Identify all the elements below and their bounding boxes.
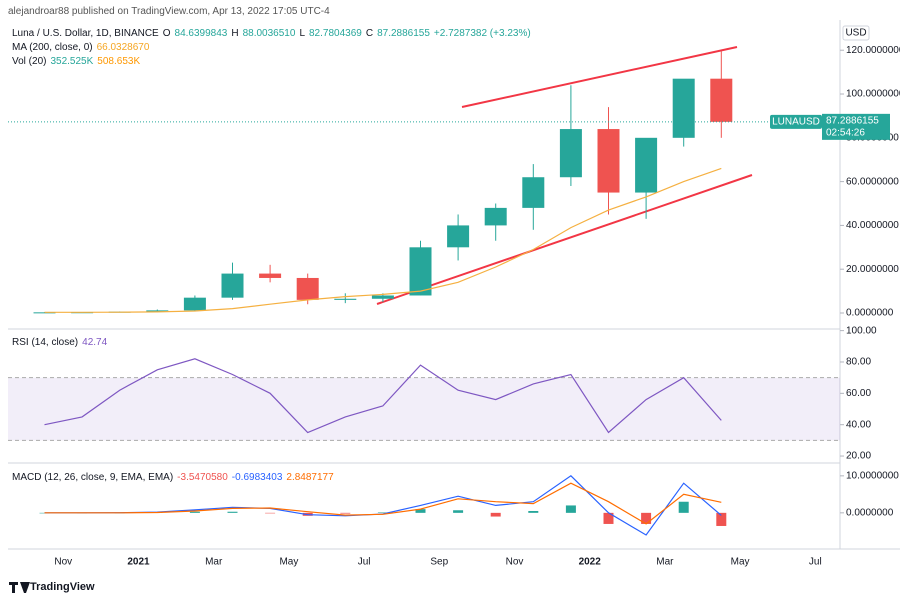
histogram-bar bbox=[528, 510, 539, 513]
histogram-bar bbox=[377, 512, 388, 513]
candle-body bbox=[371, 295, 394, 299]
symbol-label: LUNAUSD bbox=[772, 116, 820, 127]
candle-body bbox=[522, 177, 545, 208]
candle-body bbox=[597, 129, 620, 193]
candle-body bbox=[334, 298, 357, 300]
signal-value: 2.8487177 bbox=[286, 472, 334, 483]
vol-value: 352.525K bbox=[50, 56, 94, 67]
ma-value: 66.0328670 bbox=[96, 42, 150, 53]
value: 84.6399843 bbox=[174, 28, 228, 39]
ma-line bbox=[44, 167, 722, 313]
x-tick-label: Mar bbox=[205, 557, 223, 568]
histogram-bar bbox=[453, 510, 464, 513]
signal-line bbox=[44, 482, 722, 525]
legend-symbol-row: Luna / U.S. Dollar, 1D, BINANCE O 84.6399… bbox=[12, 28, 531, 39]
histogram-bar bbox=[565, 505, 576, 513]
candle-body bbox=[447, 225, 470, 248]
value: 88.0036510 bbox=[242, 28, 296, 39]
price-tag bbox=[822, 113, 890, 140]
x-tick-label: May bbox=[279, 557, 298, 568]
x-tick-label: 2021 bbox=[127, 557, 150, 568]
value: 82.7804369 bbox=[309, 28, 362, 39]
x-tick-label: Jul bbox=[358, 557, 371, 568]
histogram-value: -3.5470580 bbox=[177, 472, 228, 483]
symbol: Luna / U.S. Dollar, 1D, BINANCE bbox=[12, 28, 159, 39]
x-tick-label: Sep bbox=[430, 557, 448, 568]
value: 87.2886155 bbox=[377, 28, 430, 39]
x-tick-label: 2022 bbox=[579, 557, 602, 568]
candle-body bbox=[672, 78, 695, 138]
legend-rsi-row: RSI (14, close) 42.74 bbox=[12, 337, 107, 348]
y-tick-label: 60.0000000 bbox=[846, 176, 899, 187]
legend-ma-row: MA (200, close, 0) 66.0328670 bbox=[12, 42, 149, 53]
candle-body bbox=[409, 247, 432, 296]
vol-ma: 508.653K bbox=[97, 56, 141, 67]
histogram-bar bbox=[340, 512, 351, 514]
candle-body bbox=[296, 277, 319, 300]
y-tick-label: 100.00 bbox=[846, 325, 877, 336]
y-tick-label: 10.0000000 bbox=[846, 470, 899, 481]
histogram-bar bbox=[641, 512, 652, 524]
x-tick-label: Nov bbox=[54, 557, 72, 568]
histogram-bar bbox=[678, 501, 689, 513]
y-tick-label: 40.00 bbox=[846, 419, 871, 430]
y-tick-label: 120.0000000 bbox=[846, 45, 900, 56]
rsi-line bbox=[44, 358, 722, 434]
macd-title: MACD (12, 26, close, 9, EMA, EMA) bbox=[12, 472, 174, 483]
candle-body bbox=[559, 129, 582, 178]
trend-line bbox=[461, 46, 738, 108]
candle-body bbox=[183, 297, 206, 311]
legend-macd-row: MACD (12, 26, close, 9, EMA, EMA) -3.547… bbox=[12, 472, 334, 483]
candle-body bbox=[710, 78, 733, 122]
brand-logo bbox=[9, 582, 30, 593]
histogram-bar bbox=[189, 511, 200, 513]
label: H bbox=[231, 28, 239, 39]
y-tick-label: 0.0000000 bbox=[846, 308, 894, 319]
ma-title: MA (200, close, 0) bbox=[12, 42, 93, 53]
brand: TradingView bbox=[30, 581, 95, 593]
histogram-bar bbox=[227, 511, 238, 513]
y-tick-label: 80.00 bbox=[846, 357, 871, 368]
legend-vol-row: Vol (20) 352.525K 508.653K bbox=[12, 56, 140, 67]
label: L bbox=[299, 28, 305, 39]
x-tick-label: Nov bbox=[506, 557, 524, 568]
y-tick-label: 0.0000000 bbox=[846, 507, 894, 518]
candle-body bbox=[221, 273, 244, 298]
x-tick-label: May bbox=[731, 557, 750, 568]
y-tick-label: 60.00 bbox=[846, 388, 871, 399]
macd-value: -0.6983403 bbox=[231, 472, 283, 483]
vol-title: Vol (20) bbox=[12, 56, 47, 67]
countdown: 02:54:26 bbox=[826, 127, 865, 138]
label: O bbox=[162, 28, 171, 39]
x-tick-label: Mar bbox=[656, 557, 674, 568]
rsi-band bbox=[8, 377, 840, 441]
publisher: alejandroar88 published on TradingView.c… bbox=[8, 6, 330, 17]
histogram-bar bbox=[603, 512, 614, 524]
histogram-bar bbox=[716, 512, 727, 526]
y-tick-label: 100.0000000 bbox=[846, 89, 900, 100]
candle-body bbox=[635, 137, 658, 193]
price-label: 87.2886155 bbox=[826, 115, 879, 126]
histogram-bar bbox=[490, 512, 501, 517]
label: C bbox=[365, 28, 374, 39]
y-tick-label: 20.00 bbox=[846, 451, 871, 462]
y-tick-label: 40.0000000 bbox=[846, 220, 899, 231]
change: +2.7287382 (+3.23%) bbox=[433, 28, 531, 39]
candle-body bbox=[146, 310, 169, 312]
histogram-bar bbox=[415, 509, 426, 513]
candle-body bbox=[484, 207, 507, 226]
currency[interactable]: USD bbox=[845, 28, 866, 39]
histogram-bar bbox=[265, 512, 276, 514]
symbol-tag bbox=[770, 114, 822, 129]
candle-body bbox=[259, 273, 282, 278]
currency-button[interactable] bbox=[842, 25, 870, 41]
rsi-title: RSI (14, close) bbox=[12, 337, 79, 348]
x-tick-label: Jul bbox=[809, 557, 822, 568]
trend-line bbox=[376, 174, 753, 305]
rsi-value: 42.74 bbox=[82, 337, 108, 348]
y-tick-label: 20.0000000 bbox=[846, 264, 899, 275]
